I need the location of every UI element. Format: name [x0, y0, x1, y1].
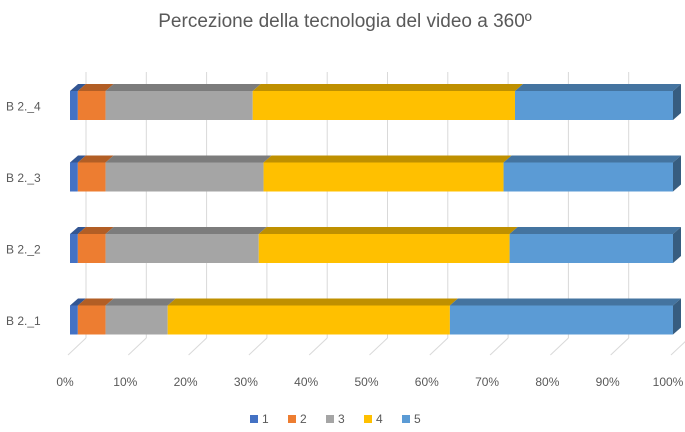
bar-top	[252, 84, 524, 91]
bar	[252, 91, 516, 120]
bar-top	[263, 155, 512, 163]
bar	[77, 91, 106, 120]
x-tick-label: 0%	[56, 375, 74, 389]
bar	[70, 234, 78, 263]
grid-floor	[489, 337, 509, 356]
x-tick-label: 50%	[354, 375, 378, 389]
bar-top	[509, 227, 681, 234]
bar-top	[70, 155, 86, 163]
bar	[263, 162, 504, 192]
bar-side	[673, 155, 681, 192]
x-tick-label: 70%	[475, 375, 499, 389]
grid-floor	[127, 337, 147, 356]
x-tick-label: 100%	[653, 375, 684, 389]
grid-floor	[308, 337, 328, 356]
legend-label: 2	[300, 412, 307, 426]
grid-floor	[610, 337, 630, 356]
y-tick-label: B 2._1	[6, 314, 41, 328]
bar-top	[70, 84, 86, 91]
legend-swatch	[250, 415, 258, 423]
legend-swatch	[402, 415, 410, 423]
bar-top	[105, 298, 176, 306]
legend-swatch	[364, 415, 372, 423]
bar-top	[77, 84, 114, 91]
legend-label: 1	[262, 412, 269, 426]
bar	[77, 162, 106, 192]
bar-top	[77, 227, 114, 234]
bar-side	[673, 227, 681, 263]
x-tick-label: 90%	[596, 375, 620, 389]
legend-swatch	[326, 415, 334, 423]
bar-top	[70, 227, 86, 234]
bar-top	[515, 84, 681, 91]
chart-title: Percezione della tecnologia del video a …	[158, 11, 532, 32]
x-tick-label: 40%	[294, 375, 318, 389]
grid-floor	[248, 337, 268, 356]
x-tick-label: 20%	[174, 375, 198, 389]
legend-label: 3	[338, 412, 345, 426]
bar	[503, 162, 673, 192]
bar	[105, 91, 253, 120]
grid-floor	[429, 337, 449, 356]
bar-top	[449, 298, 681, 306]
bar	[77, 305, 106, 335]
bar-top	[258, 227, 518, 234]
bar-top	[105, 84, 261, 91]
bar-top	[105, 155, 272, 163]
bar	[105, 234, 259, 263]
bar-top	[167, 298, 458, 306]
bar-top	[77, 155, 114, 163]
y-tick-label: B 2._3	[6, 171, 41, 185]
bar-top	[77, 298, 114, 306]
grid-floor	[369, 337, 388, 356]
bar	[70, 305, 78, 335]
grid-floor	[67, 337, 87, 356]
bar-side	[673, 298, 681, 335]
y-tick-label: B 2._2	[6, 243, 41, 257]
x-tick-label: 10%	[113, 375, 137, 389]
bar	[258, 234, 510, 263]
x-tick-label: 80%	[535, 375, 559, 389]
x-tick-label: 30%	[234, 375, 258, 389]
bar-top	[503, 155, 681, 163]
bar-top	[105, 227, 267, 234]
legend-label: 5	[414, 412, 421, 426]
bar	[77, 234, 106, 263]
legend-swatch	[288, 415, 296, 423]
legend-label: 4	[376, 412, 383, 426]
bar	[70, 162, 78, 192]
bar	[105, 162, 264, 192]
bar	[509, 234, 673, 263]
bar	[449, 305, 673, 335]
grid-floor	[550, 337, 569, 356]
bar	[515, 91, 673, 120]
bar	[167, 305, 450, 335]
grid-floor	[670, 341, 685, 356]
bar	[70, 91, 78, 120]
y-tick-label: B 2._4	[6, 100, 41, 114]
bar-top	[70, 298, 86, 306]
grid-floor	[188, 337, 207, 356]
x-tick-label: 60%	[415, 375, 439, 389]
bar	[105, 305, 168, 335]
bar-side	[673, 84, 681, 120]
